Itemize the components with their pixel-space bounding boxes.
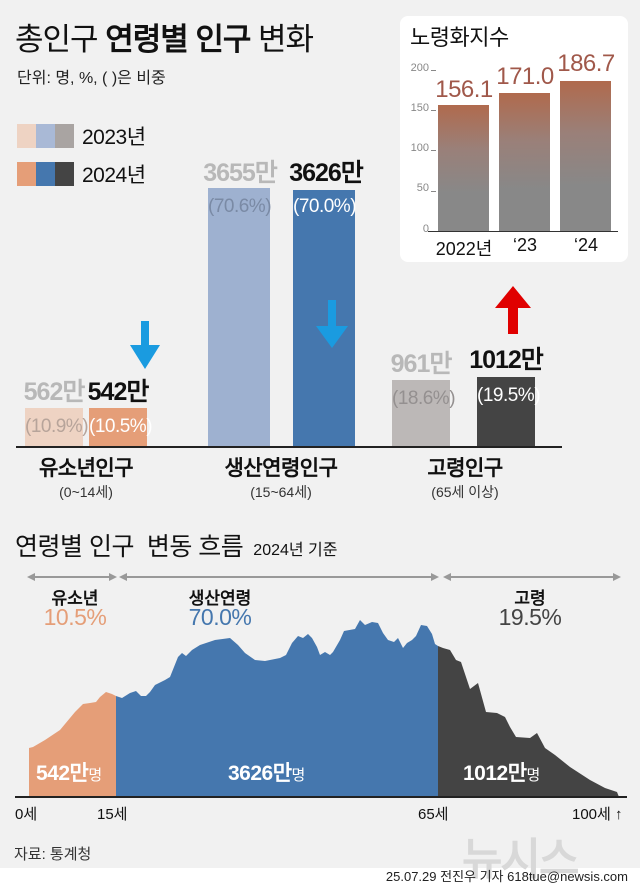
legend-swatch-working-2023 xyxy=(36,124,55,148)
legend-label: 2023년 xyxy=(82,126,146,149)
bar-pct: (70.0%) xyxy=(293,196,357,217)
category-sub-working: (15~64세) xyxy=(250,484,312,500)
legend-swatch-elderly-2024 xyxy=(55,162,74,186)
category-sub-youth: (0~14세) xyxy=(59,484,113,500)
area-youth xyxy=(29,692,116,797)
aging-xlabel: 2022년 xyxy=(435,239,493,259)
zone-label-working: 생산연령 xyxy=(188,589,252,608)
bar-elderly-2024: (19.5%) xyxy=(477,377,541,446)
aging-index-title: 노령화지수 xyxy=(410,25,509,50)
bar-value-working-2023: 3655만 xyxy=(203,159,278,187)
category-label-youth: 유소년인구 xyxy=(38,457,134,480)
ytick: 0 xyxy=(422,223,429,235)
ytick-line xyxy=(431,70,436,71)
legend-swatch-working-2024 xyxy=(36,162,55,186)
bar-baseline xyxy=(16,446,562,448)
zone-pct-youth: 10.5% xyxy=(43,604,107,630)
aging-value-2023: 171.0 xyxy=(496,63,554,90)
age-tick-15: 15세 xyxy=(97,806,128,823)
bar-pct: (19.5%) xyxy=(477,385,541,406)
area-working xyxy=(116,620,438,797)
bar-working-2024: (70.0%) xyxy=(293,190,357,446)
aging-xlabel: ‘24 xyxy=(573,235,599,255)
arrow-up-icon xyxy=(495,286,531,334)
aging-bar-2022 xyxy=(438,105,489,231)
bar-pct: (18.6%) xyxy=(392,388,456,409)
area-value-youth: 542만명 xyxy=(36,757,102,787)
ytick-line xyxy=(431,110,436,111)
legend-swatch-elderly-2023 xyxy=(55,124,74,148)
bar-youth-2023: (10.9%) xyxy=(25,408,89,446)
area-baseline xyxy=(15,796,627,798)
age-tick-100: 100세 ↑ xyxy=(572,806,623,823)
bar-value-elderly-2023: 961만 xyxy=(390,350,453,378)
ytick: 50 xyxy=(416,182,429,194)
source-note: 자료: 통계청 xyxy=(14,846,92,863)
credit-line: 25.07.29 전진우 기자 618tue@newsis.com xyxy=(385,869,628,884)
bar-pct: (10.5%) xyxy=(89,416,153,437)
bar-pct: (10.9%) xyxy=(25,416,89,437)
footer-band xyxy=(0,868,640,890)
aging-xlabel: ‘23 xyxy=(512,235,538,255)
bar-pct: (70.6%) xyxy=(208,196,272,217)
bar-value-elderly-2024: 1012만 xyxy=(469,346,544,374)
aging-bar-2024 xyxy=(560,81,611,231)
population-area-chart xyxy=(29,620,619,797)
zone-pct-elderly: 19.5% xyxy=(498,604,562,630)
aging-index-baseline xyxy=(428,231,618,232)
bar-working-2023: (70.6%) xyxy=(208,188,272,446)
area-value-elderly: 1012만명 xyxy=(463,757,540,787)
legend-2024: 2024년 xyxy=(17,159,146,189)
legend-2023: 2023년 xyxy=(17,121,146,151)
arrow-down-icon xyxy=(316,300,348,348)
aging-bar-2023 xyxy=(499,93,550,231)
area-value-unit: 명 xyxy=(291,767,306,784)
newsis-watermark-logo: 뉴시스 xyxy=(462,835,579,884)
bar-youth-2024: (10.5%) xyxy=(89,408,153,446)
legend-swatch-youth-2023 xyxy=(17,124,36,148)
area-elderly xyxy=(438,646,619,797)
category-label-working: 생산연령인구 xyxy=(224,457,338,480)
aging-value-2024: 186.7 xyxy=(557,50,615,77)
range-arrows xyxy=(27,573,621,581)
ytick-line xyxy=(431,191,436,192)
category-sub-elderly: (65세 이상) xyxy=(431,484,499,500)
flow-title: 연령별 인구 변동 흐름 2024년 기준 xyxy=(15,527,338,563)
zone-pct-working: 70.0% xyxy=(188,604,252,630)
zone-label-youth: 유소년 xyxy=(51,589,99,608)
area-value-number: 1012만 xyxy=(463,762,527,785)
title-prefix: 총인구 xyxy=(15,22,106,57)
title-bold: 연령별 인구 xyxy=(105,22,251,57)
area-value-number: 542만 xyxy=(36,762,89,785)
flow-basis: 2024년 기준 xyxy=(253,542,338,559)
legend-swatch-youth-2024 xyxy=(17,162,36,186)
area-value-unit: 명 xyxy=(88,767,102,784)
ytick: 150 xyxy=(410,102,429,114)
area-value-unit: 명 xyxy=(526,767,541,784)
area-value-working: 3626만명 xyxy=(228,757,305,787)
bar-value-working-2024: 3626만 xyxy=(289,159,364,187)
arrow-down-icon xyxy=(130,321,160,369)
page-title: 총인구 연령별 인구 변화 xyxy=(15,14,314,59)
bar-value-youth-2023: 562만 xyxy=(23,378,86,406)
legend-label: 2024년 xyxy=(82,164,146,187)
age-tick-65: 65세 xyxy=(418,806,449,823)
category-label-elderly: 고령인구 xyxy=(427,457,503,480)
aging-value-2022: 156.1 xyxy=(435,76,493,103)
ytick-line xyxy=(431,150,436,151)
area-value-number: 3626만 xyxy=(228,762,292,785)
bar-elderly-2023: (18.6%) xyxy=(392,380,456,446)
zone-label-elderly: 고령 xyxy=(514,589,546,608)
flow-title-text: 연령별 인구 변동 흐름 xyxy=(15,533,244,561)
unit-note: 단위: 명, %, ( )은 비중 xyxy=(17,70,166,87)
ytick: 100 xyxy=(410,142,429,154)
age-tick-0: 0세 xyxy=(15,806,38,823)
title-suffix: 변화 xyxy=(250,22,314,57)
bar-value-youth-2024: 542만 xyxy=(87,378,150,406)
ytick: 200 xyxy=(410,62,429,74)
